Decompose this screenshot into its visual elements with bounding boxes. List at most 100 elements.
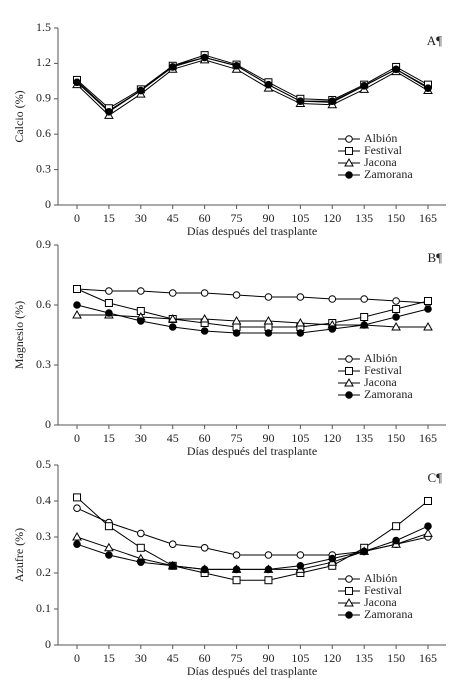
legend-label: Festival <box>364 363 403 377</box>
x-tick-label: 165 <box>419 651 437 665</box>
marker <box>231 315 242 325</box>
marker <box>424 297 432 305</box>
series-line <box>76 304 429 334</box>
marker <box>72 309 82 319</box>
x-tick-label: 60 <box>199 651 211 665</box>
marker <box>345 171 353 179</box>
y-tick-label: 0.4 <box>36 493 51 507</box>
marker <box>136 543 145 552</box>
y-tick-label: 0 <box>45 197 51 211</box>
marker <box>168 540 177 549</box>
y-tick-label: 0.2 <box>36 565 51 579</box>
marker <box>296 551 305 559</box>
marker <box>264 565 273 574</box>
x-tick-label: 45 <box>167 431 179 445</box>
marker <box>168 63 177 71</box>
x-tick-label: 150 <box>387 211 405 225</box>
x-tick-label: 15 <box>103 211 115 225</box>
marker <box>73 493 81 502</box>
x-tick-label: 105 <box>291 651 309 665</box>
x-tick-label: 90 <box>262 651 274 665</box>
marker <box>200 289 209 297</box>
series-line <box>76 288 429 328</box>
marker <box>168 562 177 570</box>
panel-annotation: A¶ <box>427 33 442 48</box>
marker <box>345 135 353 143</box>
series-line <box>76 288 429 304</box>
x-tick-label: 90 <box>262 431 274 445</box>
y-tick-label: 0 <box>45 637 51 651</box>
marker <box>296 562 305 570</box>
y-axis-label: Azufre (%) <box>12 528 26 582</box>
legend-label: Zamorana <box>364 167 413 181</box>
marker <box>200 327 209 335</box>
x-tick-label: 30 <box>135 431 147 445</box>
marker <box>104 299 113 307</box>
marker <box>232 565 241 574</box>
x-tick-label: 30 <box>135 211 147 225</box>
marker <box>344 157 354 167</box>
marker <box>392 522 401 531</box>
marker <box>392 297 400 305</box>
x-tick-label: 150 <box>387 651 405 665</box>
legend-label: Jacona <box>364 595 397 609</box>
x-tick-label: 105 <box>291 211 309 225</box>
marker <box>137 317 145 325</box>
y-tick-label: 0.9 <box>36 237 51 251</box>
marker <box>344 377 354 387</box>
series-line <box>76 497 429 581</box>
panel-annotation: B¶ <box>427 250 442 265</box>
marker <box>200 544 209 552</box>
x-tick-label: 135 <box>355 211 373 225</box>
marker <box>345 575 353 583</box>
marker <box>104 522 113 531</box>
y-tick-label: 0.5 <box>36 457 51 471</box>
series-line <box>76 525 429 570</box>
marker <box>391 321 401 331</box>
marker <box>345 355 353 363</box>
marker <box>264 329 273 337</box>
series-line <box>76 532 429 570</box>
x-tick-label: 75 <box>231 211 243 225</box>
marker <box>137 287 145 295</box>
marker <box>73 285 81 293</box>
marker <box>105 107 113 116</box>
series-line <box>77 314 428 328</box>
marker <box>360 82 368 90</box>
x-tick-label: 0 <box>74 431 80 445</box>
marker <box>296 329 305 337</box>
panel-annotation: C¶ <box>427 470 442 485</box>
y-tick-label: 0 <box>45 417 51 431</box>
y-tick-label: 0.6 <box>36 297 51 311</box>
marker <box>392 65 400 74</box>
marker <box>360 547 368 556</box>
marker <box>199 313 210 323</box>
marker <box>424 522 432 531</box>
marker <box>200 565 209 574</box>
x-tick-label: 30 <box>135 651 147 665</box>
marker <box>345 147 353 155</box>
marker <box>345 587 353 595</box>
y-tick-label: 0.1 <box>36 601 51 615</box>
x-tick-label: 105 <box>291 431 309 445</box>
marker <box>72 531 82 541</box>
marker <box>104 542 114 552</box>
marker <box>105 309 113 317</box>
marker <box>360 295 368 303</box>
marker <box>424 497 432 505</box>
marker <box>73 504 81 513</box>
x-tick-label: 75 <box>231 651 243 665</box>
y-tick-label: 0.3 <box>36 357 51 371</box>
x-tick-label: 120 <box>323 431 341 445</box>
marker <box>296 293 305 301</box>
marker <box>296 97 305 105</box>
x-axis-label: Días después del trasplante <box>187 224 317 238</box>
marker <box>137 529 145 538</box>
x-tick-label: 60 <box>199 211 211 225</box>
marker <box>167 313 178 323</box>
x-tick-label: 165 <box>419 211 437 225</box>
x-tick-label: 15 <box>103 431 115 445</box>
marker <box>328 295 337 303</box>
marker <box>423 528 433 537</box>
